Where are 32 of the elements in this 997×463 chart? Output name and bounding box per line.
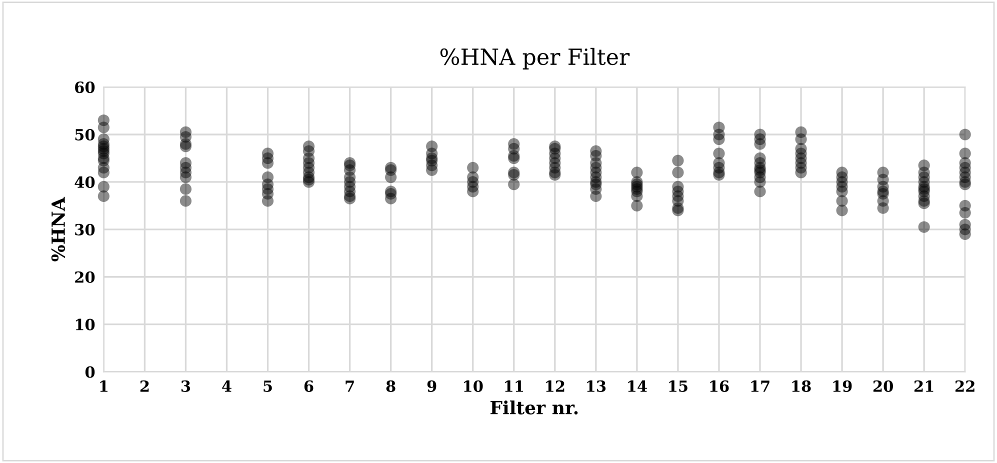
- x-tick-label: 4: [222, 380, 232, 392]
- x-tick-label: 17: [751, 380, 770, 392]
- y-axis-title: %HNA: [51, 196, 66, 262]
- y-tick-label: 40: [74, 176, 95, 188]
- chart-title: %HNA per Filter: [440, 48, 630, 70]
- x-tick-label: 9: [427, 380, 436, 392]
- x-tick-label: 15: [669, 380, 688, 392]
- x-tick-label: 11: [505, 380, 523, 392]
- y-tick-label: 0: [85, 366, 95, 378]
- x-tick-label: 7: [346, 380, 354, 392]
- x-tick-label: 21: [914, 380, 934, 392]
- x-tick-label: 14: [628, 380, 647, 392]
- x-tick-label: 12: [546, 380, 564, 392]
- y-tick-label: 20: [75, 271, 95, 283]
- x-tick-label: 8: [386, 380, 396, 392]
- y-tick-label: 60: [75, 82, 95, 94]
- x-tick-label: 18: [792, 380, 811, 392]
- x-tick-label: 10: [464, 380, 483, 392]
- x-tick-label: 22: [955, 380, 974, 392]
- x-axis-title: Filter nr.: [490, 400, 578, 414]
- x-tick-label: 1: [100, 380, 108, 392]
- x-tick-label: 2: [140, 380, 149, 392]
- x-tick-label: 19: [833, 380, 852, 392]
- x-tick-label: 3: [181, 380, 190, 392]
- x-tick-label: 5: [264, 380, 272, 392]
- x-tick-label: 16: [710, 380, 729, 392]
- x-tick-label: 6: [304, 380, 314, 392]
- y-tick-label: 50: [75, 128, 95, 141]
- y-tick-label: 30: [75, 224, 95, 236]
- x-tick-label: 20: [873, 380, 893, 392]
- y-tick-label: 10: [76, 318, 95, 330]
- x-tick-label: 13: [587, 380, 606, 392]
